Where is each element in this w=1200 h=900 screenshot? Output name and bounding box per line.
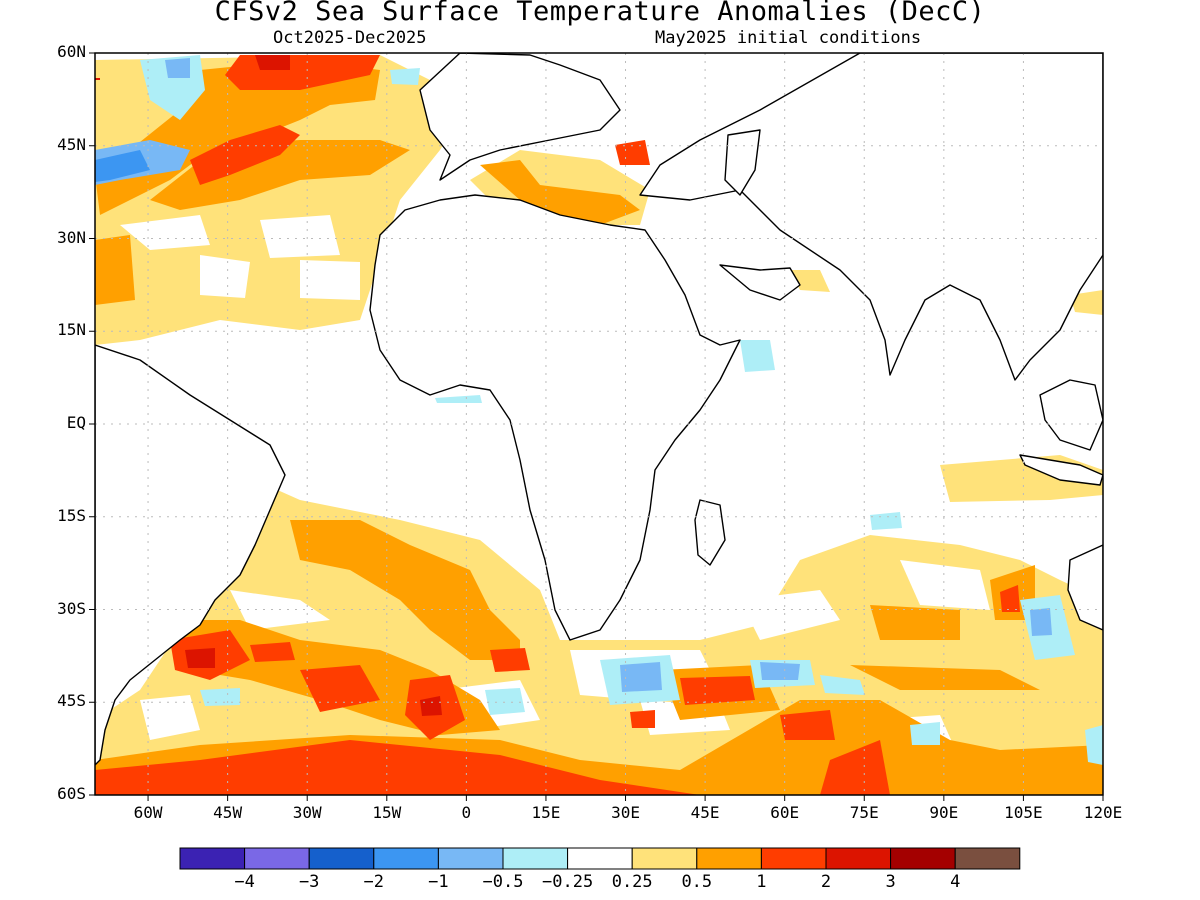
lat-label: 45S [57,691,86,711]
lat-label: EQ [66,413,86,432]
lat-label: 30N [57,227,86,247]
lon-label: 60E [770,803,800,822]
lon-label: 0 [461,803,472,822]
colorbar-swatch [631,847,698,870]
lat-label: 30S [57,598,86,618]
colorbar-swatch [437,847,504,870]
lon-label: 105E [1004,803,1043,822]
colorbar-label: 1 [756,872,767,892]
colorbar-swatch [696,847,762,870]
colorbar-swatch [244,847,310,870]
lon-label: 45W [213,803,243,822]
colorbar-label: −0.5 [482,872,524,892]
forecast-period: Oct2025-Dec2025 [273,28,427,48]
map-title: CFSv2 Sea Surface Temperature Anomalies … [214,0,986,27]
colorbar-swatch [308,847,375,870]
lat-label: 15N [57,320,86,340]
lon-label: 90E [929,803,959,822]
colorbar-label: −4 [234,872,255,892]
colorbar-label: −0.25 [542,872,594,892]
colorbar-swatch [825,847,892,870]
lat-label: 60S [57,784,86,803]
initial-conditions: May2025 initial conditions [655,28,922,48]
lon-label: 60W [133,803,163,822]
lon-label: 30E [611,803,640,822]
coastlines [95,53,1103,766]
colorbar-label: −1 [428,872,449,892]
colorbar-swatch [890,847,956,870]
colorbar-swatch [760,847,827,870]
colorbar-label: 0.5 [681,872,713,892]
lat-label: 60N [57,42,86,61]
colorbar-label: 4 [950,872,961,892]
colorbar-label: 2 [820,872,832,892]
colorbar-swatch [502,847,569,870]
anomaly-shading [95,53,1103,795]
colorbar-swatch [179,847,246,870]
axis-ticks [89,52,1104,801]
colorbar-label: −3 [298,872,320,892]
colorbar-label: 0.25 [611,872,653,892]
lon-label: 75E [849,803,879,822]
lat-label: 15S [57,505,86,525]
lon-label: 15E [531,803,561,822]
lon-label: 30W [292,803,322,822]
lon-label: 45E [690,803,720,822]
lat-lon-grid [95,53,1103,795]
lon-label: 15W [372,803,402,822]
colorbar-swatch [567,847,633,870]
colorbar-label: 3 [885,872,896,892]
colorbar-label: −2 [363,872,385,892]
lat-label: 45N [57,134,86,154]
lon-label: 120E [1083,803,1123,822]
colorbar [179,847,1021,870]
colorbar-swatch [954,847,1021,870]
colorbar-swatch [373,847,439,870]
